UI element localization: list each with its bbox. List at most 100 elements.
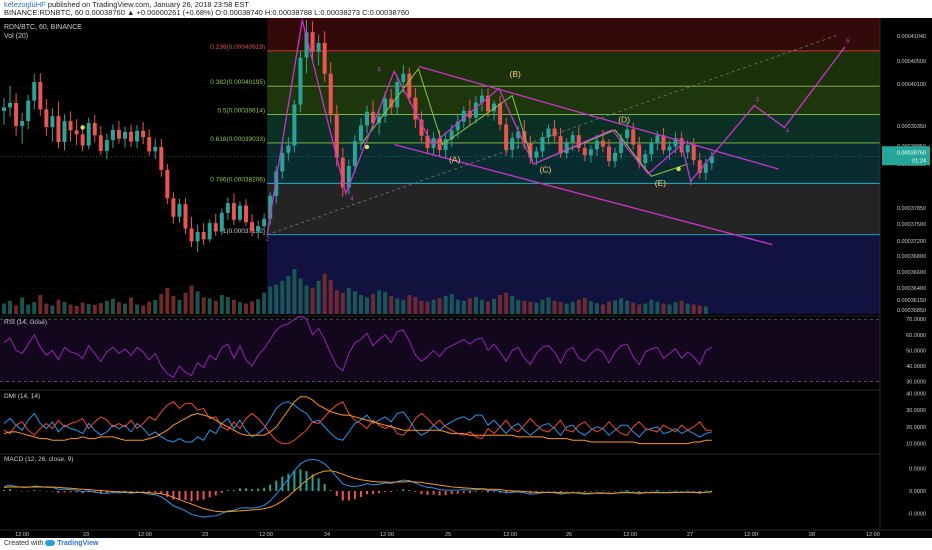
- candle-body: [213, 223, 218, 232]
- macd-histogram-bar: [710, 490, 713, 492]
- macd-histogram-bar: [396, 490, 399, 492]
- volume-bar: [631, 302, 636, 314]
- time-tick-label: 12:00: [138, 532, 152, 538]
- author-link[interactable]: kelezogluHF: [4, 0, 46, 9]
- candle-body: [383, 98, 388, 117]
- macd-histogram-bar: [668, 490, 671, 492]
- volume-bar: [298, 278, 303, 314]
- chart-canvas[interactable]: 0.236(0.00040919) 0.382(0.00040195) 0.5(0.…: [0, 18, 932, 538]
- fib-level-label: 0.786(0.00038206): [210, 176, 265, 183]
- macd-histogram-bar: [317, 478, 320, 491]
- price-tick-label: 0.00040100: [897, 82, 926, 88]
- volume-bar: [92, 305, 97, 314]
- candle-body: [504, 124, 509, 150]
- volume-bar: [383, 292, 388, 314]
- macd-histogram-bar: [130, 491, 133, 492]
- volume-bar: [419, 300, 424, 314]
- macd-histogram-bar: [232, 490, 235, 491]
- volume-bar: [437, 297, 442, 314]
- macd-histogram-bar: [99, 491, 102, 494]
- macd-histogram-bar: [160, 491, 163, 495]
- fib-level-label: 0.618(0.00039033): [210, 136, 265, 143]
- candle-body: [498, 103, 503, 125]
- candle-body: [159, 146, 164, 170]
- volume-bar: [673, 302, 678, 314]
- volume-bar: [2, 303, 6, 314]
- volume-bar: [98, 303, 103, 314]
- macd-histogram-bar: [275, 480, 278, 491]
- grid: [0, 47, 880, 289]
- candle-body: [334, 113, 339, 158]
- volume-bar: [20, 297, 25, 314]
- candle-body: [26, 100, 31, 122]
- candle-body: [461, 110, 466, 122]
- macd-histogram-bar: [511, 491, 514, 493]
- macd-histogram-bar: [438, 491, 441, 496]
- candle-body: [467, 110, 472, 118]
- macd-histogram-bar: [541, 491, 544, 492]
- volume-bar: [292, 269, 297, 314]
- volume-bar: [486, 301, 490, 314]
- volume-bar: [467, 298, 472, 314]
- volume-bar: [171, 296, 176, 314]
- macd-histogram-bar: [15, 490, 18, 492]
- macd-histogram-bar: [178, 491, 181, 500]
- macd-tick-label: -0.0000: [907, 512, 926, 518]
- macd-histogram-bar: [583, 491, 586, 492]
- macd-histogram-bar: [595, 490, 598, 492]
- macd-histogram-bar: [154, 491, 157, 493]
- candle-body: [449, 130, 454, 140]
- volume-bar: [649, 299, 654, 314]
- candle-body: [135, 130, 140, 142]
- dmi-tick-label: 10.0000: [906, 442, 926, 448]
- fib-level-label: 0.382(0.00040195): [210, 79, 265, 86]
- macd-histogram-bar: [281, 476, 284, 491]
- dmi-line: [3, 396, 712, 445]
- macd-histogram-bar: [608, 491, 610, 492]
- volume-bar: [443, 296, 448, 314]
- macd-histogram-bar: [577, 491, 580, 492]
- publish-line: kelezogluHF published on TradingView.com…: [4, 1, 249, 9]
- fib-zone: [267, 50, 880, 87]
- candle-body: [274, 171, 279, 196]
- volume-bar: [691, 304, 696, 314]
- rsi-line: [3, 315, 713, 378]
- candle-body: [183, 204, 188, 229]
- volume-bar: [655, 301, 660, 314]
- macd-histogram-bar: [632, 491, 635, 492]
- tradingview-brand[interactable]: TradingView: [57, 540, 99, 547]
- candle-body: [207, 223, 212, 240]
- time-tick-label: 26: [566, 532, 572, 538]
- candle-body: [310, 32, 315, 52]
- macd-histogram-bar: [390, 491, 393, 492]
- volume-bar: [189, 285, 194, 314]
- candle-body: [516, 131, 521, 139]
- candle-body: [600, 140, 605, 147]
- volume-bar: [183, 292, 188, 314]
- fib-zone-top: [267, 18, 880, 51]
- volume-bar: [607, 301, 611, 314]
- volume-bar: [250, 301, 255, 314]
- macd-histogram-bar: [3, 490, 5, 491]
- volume-bar: [86, 304, 91, 314]
- rsi-tick-label: 70.0000: [906, 317, 926, 323]
- volume-bar: [540, 299, 545, 314]
- macd-histogram-bar: [589, 491, 592, 492]
- macd-histogram-bar: [553, 491, 556, 492]
- macd-histogram-bar: [27, 491, 30, 492]
- candle-body: [455, 121, 460, 131]
- macd-histogram-bar: [432, 491, 435, 495]
- macd-histogram-bar: [420, 491, 423, 495]
- macd-histogram-bar: [33, 490, 36, 491]
- candle-body: [110, 129, 115, 141]
- volume-bar: [274, 284, 279, 314]
- candle-body: [237, 205, 242, 220]
- price-axis-background: [880, 18, 932, 530]
- volume-bar: [510, 296, 515, 314]
- macd-histogram-bar: [75, 491, 78, 493]
- candle-body: [389, 98, 394, 108]
- volume-bar: [594, 303, 599, 314]
- macd-histogram-bar: [487, 491, 489, 493]
- volume-bar: [371, 294, 376, 314]
- macd-label: MACD (12, 26, close, 9): [4, 456, 73, 463]
